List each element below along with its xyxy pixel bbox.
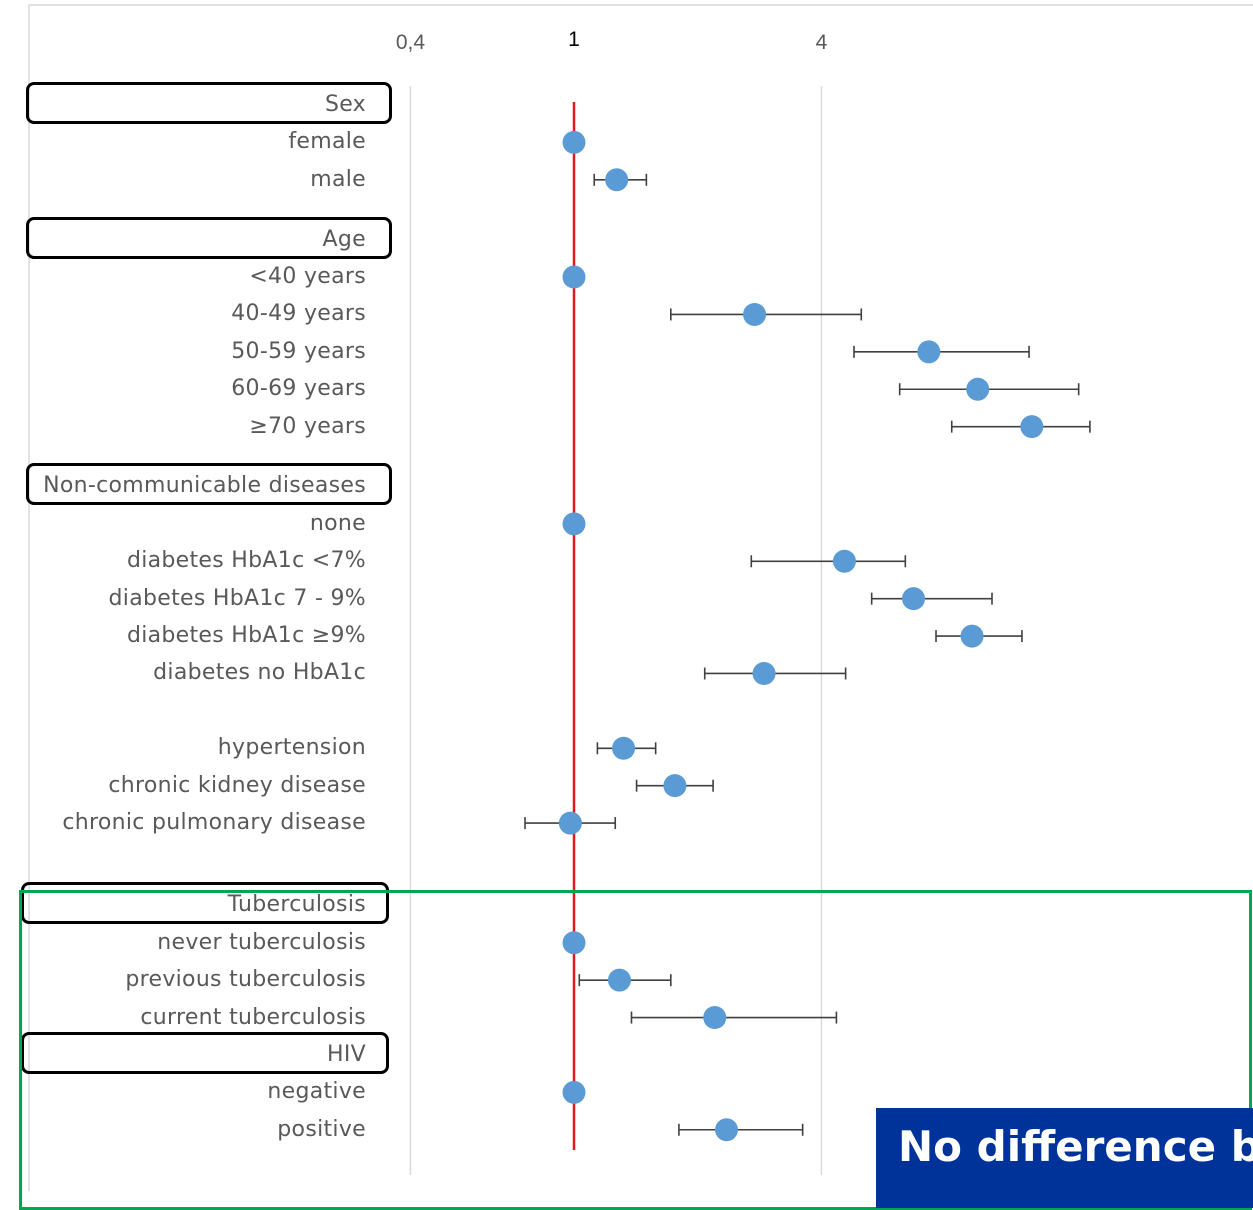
group-label: Age <box>322 226 366 252</box>
point-estimate <box>562 931 586 955</box>
point-estimates <box>558 130 1044 1142</box>
row-label: chronic kidney disease <box>108 772 366 798</box>
row-label: 60-69 years <box>231 376 366 402</box>
row-label: diabetes HbA1c <7% <box>126 548 366 574</box>
x-tick-label: 4 <box>815 31 828 54</box>
row-label: diabetes no HbA1c <box>153 660 366 686</box>
point-estimate <box>562 265 586 289</box>
row-label: previous tuberculosis <box>125 967 366 993</box>
row-label: 50-59 years <box>231 338 366 364</box>
row-label: diabetes HbA1c ≥9% <box>126 623 366 649</box>
point-estimate <box>663 774 687 798</box>
point-estimate <box>562 512 586 536</box>
point-estimate <box>960 624 984 648</box>
row-label: male <box>310 166 366 192</box>
point-estimate <box>562 1080 586 1104</box>
point-estimate <box>743 302 767 326</box>
row-label: <40 years <box>249 264 366 290</box>
group-header-box <box>26 82 392 124</box>
row-label: negative <box>267 1079 366 1105</box>
row-label: diabetes HbA1c 7 - 9% <box>108 585 366 611</box>
row-label: ≥70 years <box>249 413 366 439</box>
point-estimate <box>1020 415 1044 439</box>
group-label: Sex <box>324 92 366 117</box>
point-estimate <box>917 340 941 364</box>
row-label: current tuberculosis <box>140 1004 366 1030</box>
point-estimate <box>612 736 636 760</box>
point-estimate <box>752 661 776 685</box>
row-label: female <box>288 129 366 155</box>
banner-text: No difference b <box>898 1122 1253 1171</box>
group-label: Tuberculosis <box>227 892 366 918</box>
row-label: none <box>309 510 366 536</box>
point-estimate <box>605 168 629 192</box>
point-estimate <box>607 968 631 992</box>
point-estimate <box>832 549 856 573</box>
group-header-box <box>21 1031 389 1074</box>
row-label: chronic pulmonary disease <box>62 810 366 836</box>
group-label: Non-communicable diseases <box>43 473 366 499</box>
group-label: HIV <box>327 1041 366 1067</box>
point-estimate <box>558 811 582 835</box>
group-header-box <box>21 882 389 925</box>
group-header-box <box>26 463 392 506</box>
point-estimate <box>902 587 926 611</box>
conclusion-banner: No difference b <box>876 1108 1253 1208</box>
group-header-box <box>26 216 392 259</box>
point-estimate <box>966 377 990 401</box>
x-tick-label: 1 <box>568 28 580 51</box>
row-label: 40-49 years <box>231 301 366 327</box>
row-label: hypertension <box>217 735 366 761</box>
point-estimate <box>703 1006 727 1030</box>
grid-lines <box>409 86 823 1175</box>
row-label: never tuberculosis <box>157 929 366 955</box>
point-estimate <box>562 130 586 154</box>
x-tick-label: 0,4 <box>395 31 426 54</box>
point-estimate <box>715 1118 739 1142</box>
row-label: positive <box>277 1116 366 1142</box>
confidence-intervals <box>524 173 1091 1136</box>
plot-frame <box>28 4 1253 1191</box>
